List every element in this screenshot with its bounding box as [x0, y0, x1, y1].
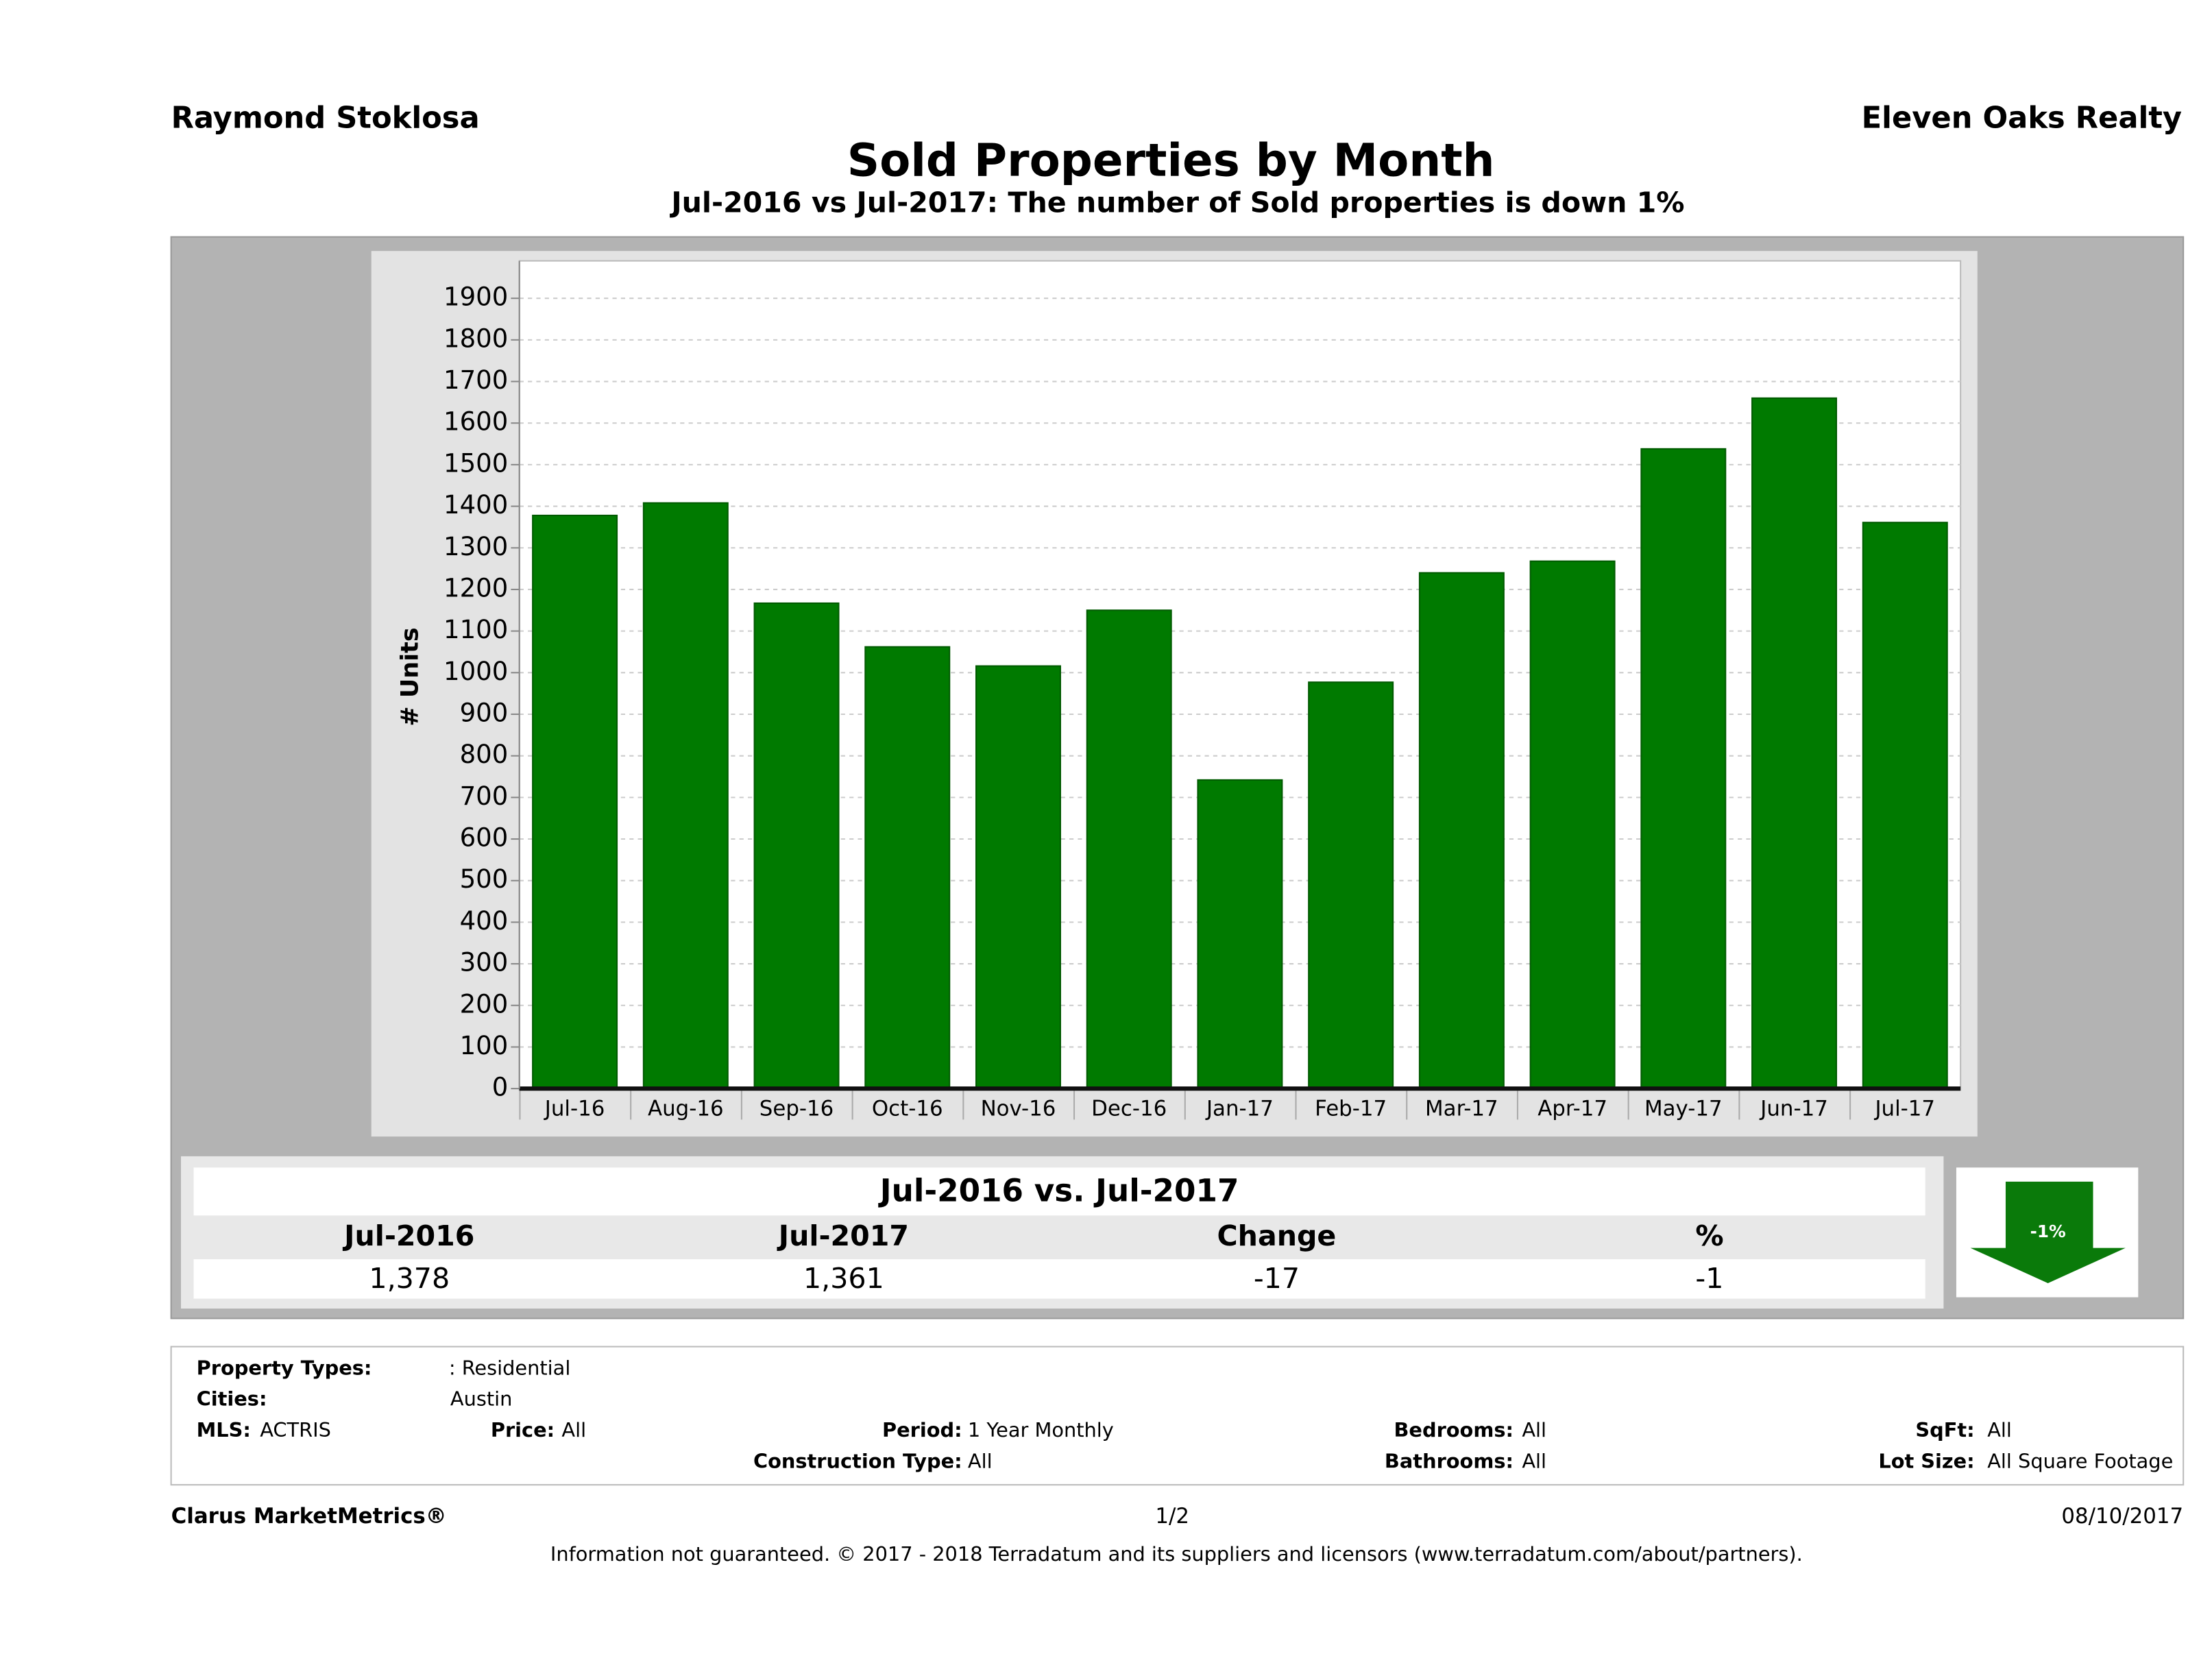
summary-value: -17 [1254, 1262, 1300, 1295]
summary-header: % [1695, 1219, 1723, 1252]
y-tick-label: 1400 [443, 490, 508, 520]
bar [1751, 397, 1838, 1090]
y-axis-title: # Units [396, 627, 424, 726]
x-tick-label: Jan-17 [1205, 1096, 1274, 1121]
x-tick-label: Dec-16 [1091, 1096, 1167, 1121]
footer-brand: Clarus MarketMetrics® [171, 1504, 447, 1529]
plot: 0 100 200 300 400 500 600 700 800 900 1000 1100 1200… [443, 260, 1961, 1121]
y-tick-label: 300 [460, 948, 509, 977]
bar [1640, 448, 1727, 1090]
x-tick-label: Sep-16 [759, 1096, 834, 1121]
x-tick-label: Oct-16 [872, 1096, 943, 1121]
chart-title: Sold Properties by Month [847, 134, 1495, 187]
filter-value: : Residential [449, 1356, 570, 1379]
x-tick-label: May-17 [1644, 1096, 1723, 1121]
y-tick-label: 500 [460, 864, 509, 894]
y-tick-label: 800 [460, 740, 509, 769]
bar [753, 602, 840, 1090]
y-tick-label: 1300 [443, 532, 508, 561]
bar [1086, 609, 1172, 1090]
bar [1862, 522, 1948, 1090]
bar [1529, 560, 1616, 1090]
x-tick-label: Jun-17 [1759, 1096, 1828, 1121]
badge-label: -1% [2030, 1221, 2066, 1241]
summary-header: Jul-2016 [342, 1219, 474, 1252]
company: Eleven Oaks Realty [1862, 101, 2182, 135]
y-tick-label: 1500 [443, 448, 508, 478]
x-tick-label: Jul-16 [544, 1096, 605, 1121]
bar [1418, 572, 1505, 1090]
filter-label: Property Types: [197, 1356, 372, 1379]
y-tick-label: 400 [460, 906, 509, 936]
x-tick-label: Feb-17 [1315, 1096, 1387, 1121]
summary-header: Jul-2017 [777, 1219, 909, 1252]
summary-table: Jul-2016 Jul-2017 Change % 1,378 1,361 -17 -1 [342, 1219, 1723, 1295]
y-tick-label: 1200 [443, 573, 508, 603]
x-tick-label: Nov-16 [981, 1096, 1056, 1121]
y-tick-label: 700 [460, 781, 509, 811]
filter-label: Bathrooms: [1385, 1449, 1514, 1472]
agent: Raymond Stoklosa [171, 101, 480, 135]
filter-label: Period: [882, 1418, 962, 1442]
bar [1197, 779, 1283, 1090]
summary-value: -1 [1695, 1262, 1723, 1295]
y-tick-label: 1800 [443, 324, 508, 353]
summary-title-row [193, 1167, 1925, 1216]
down-arrow [1970, 1181, 2126, 1283]
filter-value: All [1522, 1449, 1546, 1472]
filter-label: Construction Type: [753, 1449, 962, 1472]
y-tick-label: 100 [460, 1031, 509, 1060]
x-tick-label: Apr-17 [1538, 1096, 1607, 1121]
filter-label: MLS: [197, 1418, 251, 1442]
summary-title: Jul-2016 vs. Jul-2017 [878, 1172, 1239, 1208]
chart-subtitle: Jul-2016 vs Jul-2017: The number of Sold… [669, 186, 1684, 219]
bar [642, 502, 729, 1090]
filter-label: SqFt: [1915, 1418, 1974, 1442]
summary-value: 1,361 [803, 1262, 884, 1295]
footer-page: 1/2 [1155, 1504, 1189, 1529]
filter-value: All [1987, 1418, 2012, 1442]
filter-label: Lot Size: [1878, 1449, 1974, 1472]
summary-value-row [193, 1259, 1925, 1299]
filter-value: All Square Footage [1987, 1449, 2173, 1472]
filter-label: Cities: [197, 1387, 267, 1411]
filter-value: 1 Year Monthly [968, 1418, 1114, 1442]
footer-date: 08/10/2017 [2061, 1504, 2183, 1529]
bar [975, 665, 1061, 1090]
filter-label: Price: [491, 1418, 555, 1442]
x-tick-label: Mar-17 [1425, 1096, 1498, 1121]
y-tick-label: 1000 [443, 657, 508, 686]
filters-box [170, 1346, 2185, 1486]
y-tick-label: 1100 [443, 615, 508, 644]
bar [1308, 681, 1394, 1090]
y-tick-label: 600 [460, 823, 509, 853]
y-tick-label: 1700 [443, 365, 508, 395]
y-tick-label: 200 [460, 989, 509, 1019]
summary-value: 1,378 [369, 1262, 450, 1295]
y-tick-label: 0 [492, 1073, 509, 1102]
filter-value: ACTRIS [260, 1418, 331, 1442]
filter-value: All [968, 1449, 993, 1472]
filter-label: Bedrooms: [1394, 1418, 1514, 1442]
bar [532, 514, 618, 1090]
y-tick-label: 900 [460, 698, 509, 727]
filter-value: All [1522, 1418, 1546, 1442]
y-tick-label: 1900 [443, 282, 508, 312]
bar [864, 646, 951, 1090]
filter-value: All [561, 1418, 586, 1442]
summary-header: Change [1217, 1219, 1337, 1252]
footer-disclaimer: Information not guaranteed. © 2017 - 201… [550, 1542, 1803, 1566]
filter-value: Austin [450, 1387, 512, 1411]
y-tick-label: 1600 [443, 407, 508, 437]
x-tick-label: Aug-16 [648, 1096, 724, 1121]
x-tick-label: Jul-17 [1873, 1096, 1935, 1121]
